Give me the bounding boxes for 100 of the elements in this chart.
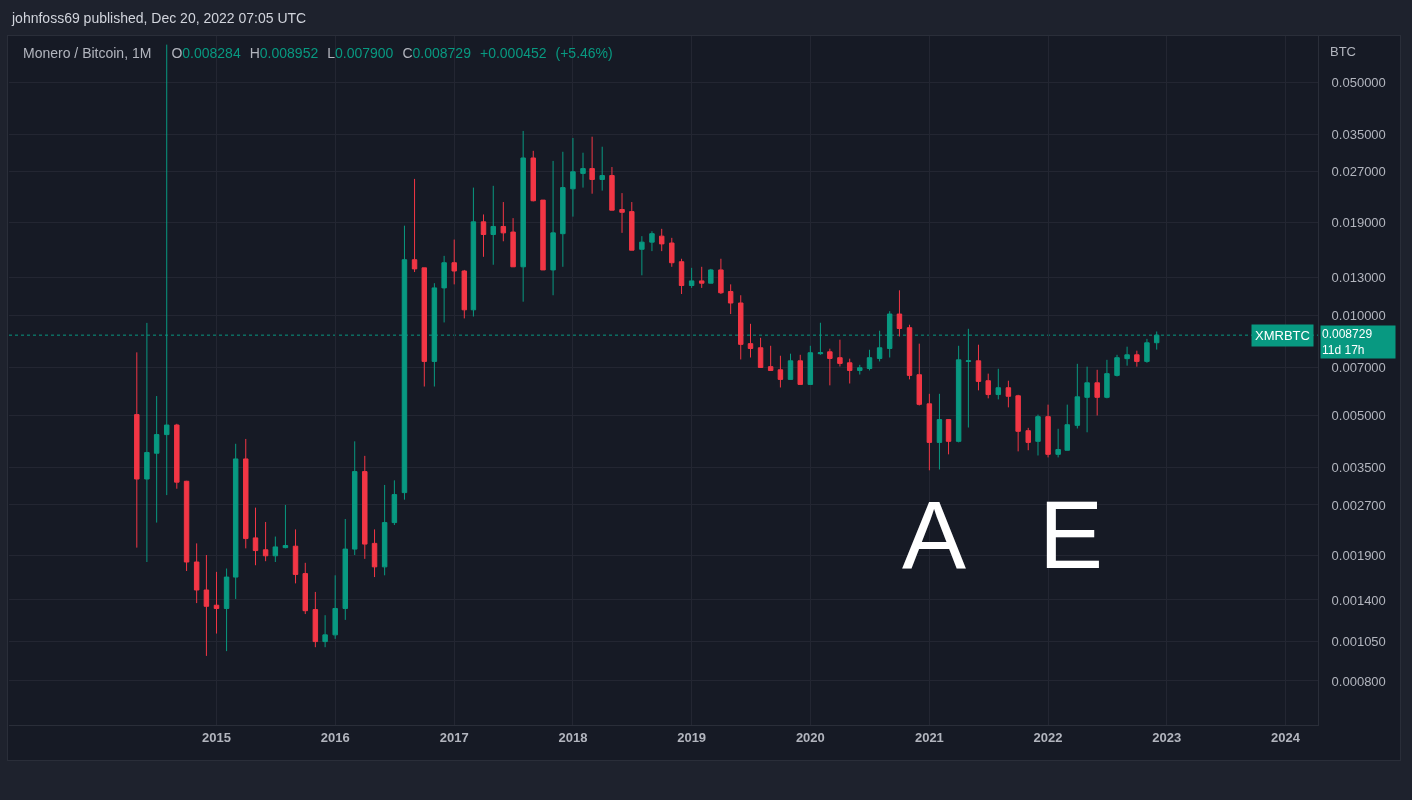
candlestick bbox=[342, 518, 349, 621]
candlestick bbox=[896, 289, 903, 337]
candlestick bbox=[550, 160, 556, 296]
text: johnfoss69 published, Dec 20, 2022 07:05 UTC bbox=[12, 10, 307, 27]
candlestick bbox=[985, 373, 991, 399]
candlestick bbox=[807, 345, 814, 385]
candlestick bbox=[619, 192, 625, 234]
y-tick-label: 0.001050 bbox=[1331, 634, 1386, 650]
candlestick bbox=[718, 258, 724, 295]
candlestick bbox=[421, 267, 428, 388]
candlestick bbox=[570, 137, 576, 218]
candlestick bbox=[866, 349, 873, 371]
candlestick bbox=[441, 255, 447, 323]
candlestick bbox=[232, 443, 239, 600]
candlestick bbox=[183, 480, 190, 572]
candlestick bbox=[995, 368, 1002, 400]
candlestick bbox=[560, 151, 566, 268]
y-tick-label: 0.035000 bbox=[1331, 126, 1386, 142]
y-tick-label: 0.001400 bbox=[1331, 592, 1386, 608]
candlestick bbox=[203, 554, 210, 657]
candlestick bbox=[787, 353, 794, 380]
candlestick bbox=[332, 574, 338, 640]
candlestick bbox=[757, 337, 764, 368]
candlestick bbox=[292, 528, 299, 584]
candlestick bbox=[658, 228, 665, 252]
candlestick bbox=[688, 267, 695, 289]
candlestick bbox=[1015, 394, 1021, 452]
candlestick bbox=[213, 571, 220, 635]
candlestick bbox=[777, 355, 784, 388]
x-tick-label: 2015 bbox=[202, 729, 231, 745]
candlestick bbox=[767, 345, 774, 371]
text: Monero / Bitcoin, 1M bbox=[23, 45, 152, 62]
candlestick bbox=[500, 201, 507, 242]
candlestick bbox=[223, 568, 230, 652]
candlestick bbox=[530, 150, 536, 202]
candlestick bbox=[312, 591, 319, 648]
candlestick bbox=[1074, 363, 1081, 429]
candlestick bbox=[1064, 404, 1070, 451]
candlestick bbox=[589, 136, 595, 195]
candlestick bbox=[580, 152, 586, 189]
candlestick bbox=[134, 351, 140, 549]
y-tick-label: 0.003500 bbox=[1331, 459, 1386, 475]
candlestick bbox=[1124, 346, 1130, 367]
candlestick bbox=[480, 213, 487, 258]
candlestick bbox=[975, 344, 982, 391]
candlestick bbox=[678, 258, 685, 295]
candlestick bbox=[1035, 414, 1041, 456]
candlestick bbox=[1114, 354, 1120, 377]
x-tick-label: 2023 bbox=[1152, 729, 1182, 745]
candlestick bbox=[747, 323, 754, 358]
candlestick bbox=[669, 237, 675, 268]
y-tick-label: 0.002700 bbox=[1331, 497, 1386, 513]
candlestick bbox=[916, 343, 923, 406]
candlestick bbox=[262, 521, 269, 562]
annotation: E bbox=[1039, 481, 1104, 588]
candlestick bbox=[322, 614, 328, 648]
candlestick bbox=[945, 419, 952, 455]
candlestick bbox=[1055, 428, 1061, 458]
candlestick bbox=[609, 166, 615, 211]
candlestick bbox=[698, 266, 705, 289]
candlestick bbox=[490, 185, 496, 266]
candlestick bbox=[252, 507, 259, 566]
y-tick-label: 0.050000 bbox=[1331, 75, 1386, 91]
candlestick bbox=[351, 440, 358, 556]
candlestick bbox=[906, 324, 913, 380]
x-tick-label: 2024 bbox=[1271, 729, 1301, 745]
y-tick-label: 0.000800 bbox=[1331, 673, 1386, 689]
candlestick bbox=[520, 130, 526, 303]
candlestick bbox=[629, 201, 635, 251]
candlestick bbox=[272, 536, 279, 563]
candlestick bbox=[470, 187, 477, 317]
candlestick bbox=[510, 217, 516, 268]
y-tick-label: 0.005000 bbox=[1331, 408, 1386, 424]
annotation: A bbox=[902, 481, 967, 588]
candlestick bbox=[837, 339, 843, 367]
candlestick bbox=[243, 438, 249, 549]
candlestick bbox=[411, 178, 418, 273]
candlestick bbox=[1134, 350, 1140, 368]
candlestick bbox=[1084, 366, 1090, 433]
y-tick-label: 0.027000 bbox=[1331, 164, 1386, 180]
candlestick bbox=[827, 348, 833, 386]
text: 0.008729 bbox=[1322, 327, 1373, 341]
candlestick bbox=[391, 479, 398, 526]
x-tick-label: 2021 bbox=[914, 729, 944, 745]
candlestick bbox=[738, 294, 744, 360]
candlestick bbox=[371, 528, 378, 578]
candlestick bbox=[381, 484, 388, 576]
candlestick bbox=[708, 268, 714, 284]
candlestick bbox=[727, 283, 734, 315]
candlestick bbox=[282, 504, 289, 549]
candlestick bbox=[649, 230, 655, 252]
candlestick bbox=[362, 455, 368, 560]
y-tick-label: 0.019000 bbox=[1331, 215, 1386, 231]
candlestick bbox=[599, 146, 605, 192]
candlestick bbox=[461, 269, 468, 319]
x-tick-label: 2022 bbox=[1033, 729, 1063, 745]
candlestick bbox=[193, 542, 200, 604]
candlestick bbox=[1104, 359, 1110, 399]
x-tick-label: 2016 bbox=[320, 729, 350, 745]
y-tick-label: 0.007000 bbox=[1331, 359, 1386, 375]
